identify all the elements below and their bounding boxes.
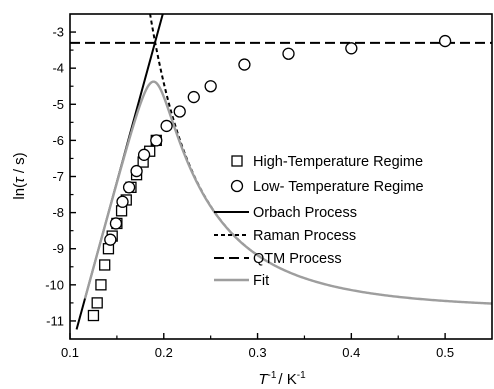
y-tick-label: -5 xyxy=(52,97,64,112)
x-tick-label: 0.2 xyxy=(155,345,173,360)
low-temperature-point xyxy=(109,217,123,230)
high-temperature-point xyxy=(91,297,103,309)
legend-marker-square xyxy=(231,155,243,167)
y-tick-label: -3 xyxy=(52,25,64,40)
low-temperature-point xyxy=(150,134,163,147)
legend-label-raman: Raman Process xyxy=(253,228,356,244)
fit-line xyxy=(83,80,492,305)
y-axis-title: ln(τ / s) xyxy=(11,152,28,199)
y-tick-label: -11 xyxy=(46,313,64,328)
legend-label-orbach: Orbach Process xyxy=(253,205,357,221)
low-temperature-point xyxy=(238,58,251,71)
legend-label-low-temperature: Low- Temperature Regime xyxy=(253,179,424,195)
low-temperature-point xyxy=(137,148,151,161)
low-temperature-point xyxy=(345,42,358,55)
high-temperature-point xyxy=(87,309,100,322)
axis-ticks: 0.1 0.2 0.3 0.4 0.5 -3 -4 -5 -6 -7 -8 -9 -10 -11 xyxy=(45,25,454,360)
legend-label-fit: Fit xyxy=(253,273,269,289)
low-temperature-point xyxy=(104,233,117,246)
x-tick-label: 0.4 xyxy=(342,345,360,360)
low-temperature-point xyxy=(282,47,295,60)
model-curves xyxy=(70,14,492,330)
y-tick-label: -6 xyxy=(52,133,64,148)
y-tick-label: -7 xyxy=(52,169,64,184)
low-temperature-point xyxy=(438,34,452,48)
low-temperature-point xyxy=(204,80,217,93)
legend-label-high-temperature: High-Temperature Regime xyxy=(253,154,423,170)
low-temperature-point xyxy=(187,90,200,104)
x-tick-label: 0.3 xyxy=(249,345,267,360)
y-tick-label: -4 xyxy=(52,61,64,76)
low-temperature-point xyxy=(130,164,143,178)
y-tick-label: -10 xyxy=(45,277,64,292)
high-temperature-point xyxy=(95,279,107,291)
x-tick-label: 0.1 xyxy=(61,345,79,360)
data-points xyxy=(87,34,452,322)
low-temperature-point xyxy=(122,181,136,194)
legend: High-Temperature Regime Low- Temperature… xyxy=(214,154,424,289)
low-temperature-point xyxy=(116,195,129,208)
low-temperature-point xyxy=(173,105,186,118)
low-temperature-point xyxy=(160,119,173,133)
legend-label-qtm: QTM Process xyxy=(253,251,342,267)
y-tick-label: -9 xyxy=(52,241,64,256)
high-temperature-point xyxy=(99,259,111,271)
y-tick-label: -8 xyxy=(52,205,64,220)
legend-marker-circle xyxy=(230,179,244,193)
x-tick-label: 0.5 xyxy=(436,345,454,360)
x-axis-title: T-1/ K-1 xyxy=(258,370,306,388)
